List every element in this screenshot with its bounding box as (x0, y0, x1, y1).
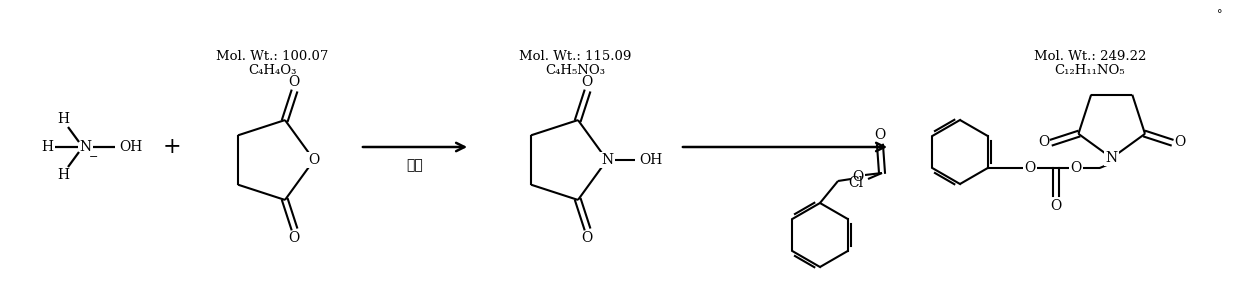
Text: O: O (1050, 199, 1061, 213)
Text: 脱水: 脱水 (406, 158, 423, 172)
Text: N: N (1106, 151, 1118, 165)
Text: +: + (162, 136, 181, 158)
Text: H: H (41, 140, 53, 154)
Text: C₄H₄O₃: C₄H₄O₃ (248, 64, 296, 77)
Text: O: O (308, 153, 319, 167)
Text: O: O (1070, 161, 1081, 175)
Text: Cl: Cl (848, 176, 864, 190)
Text: C₄H₅NO₃: C₄H₅NO₃ (545, 64, 605, 77)
Text: °: ° (1217, 10, 1223, 20)
Text: Mol. Wt.: 249.22: Mol. Wt.: 249.22 (1034, 50, 1146, 63)
Text: Mol. Wt.: 100.07: Mol. Wt.: 100.07 (215, 50, 328, 63)
Text: O: O (1174, 135, 1185, 149)
Text: Mol. Wt.: 115.09: Mol. Wt.: 115.09 (519, 50, 631, 63)
Text: O: O (288, 231, 300, 245)
Text: O: O (1024, 161, 1035, 175)
Text: O: O (1039, 135, 1050, 149)
Text: O: O (874, 128, 885, 142)
Text: O: O (582, 75, 593, 88)
Text: O: O (288, 75, 300, 88)
Text: O: O (853, 170, 864, 184)
Text: H: H (57, 168, 69, 182)
Text: N: N (600, 153, 613, 167)
Text: H: H (57, 112, 69, 126)
Text: O: O (582, 231, 593, 245)
Text: N: N (79, 140, 92, 154)
Text: OH: OH (639, 153, 662, 167)
Text: OH: OH (119, 140, 142, 154)
Text: C₁₂H₁₁NO₅: C₁₂H₁₁NO₅ (1055, 64, 1125, 77)
Text: −: − (89, 152, 99, 162)
